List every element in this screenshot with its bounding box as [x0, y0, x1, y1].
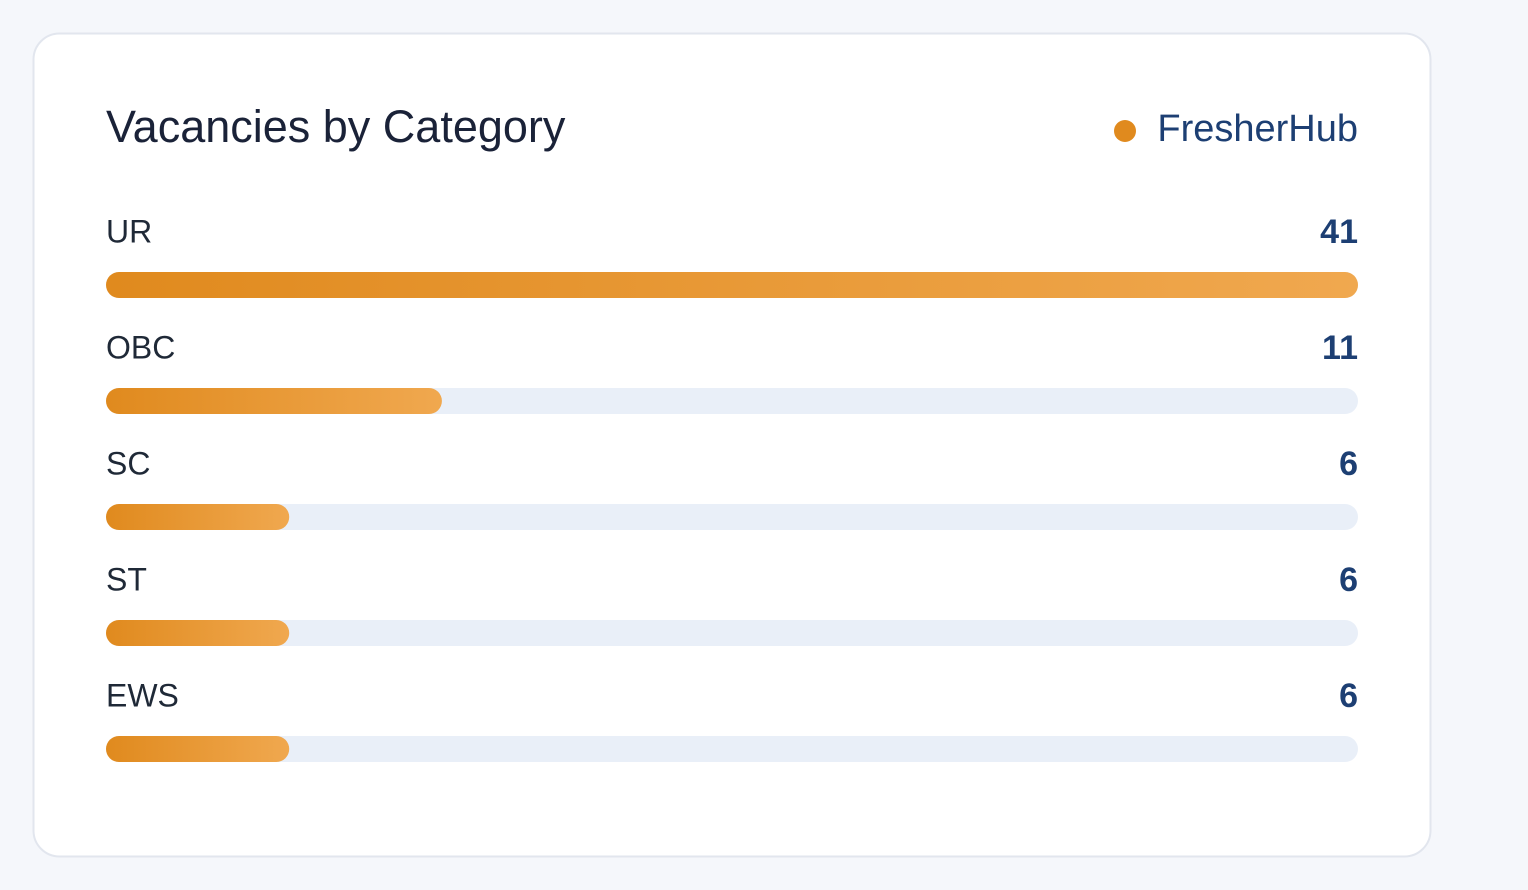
value-label: 6 [1339, 677, 1358, 715]
bar [106, 272, 1358, 298]
value-label: 6 [1339, 561, 1358, 599]
legend-label: FresherHub [1157, 108, 1358, 150]
bar [106, 620, 290, 646]
legend-marker [1114, 120, 1136, 142]
value-label: 41 [1320, 213, 1358, 251]
value-label: 6 [1339, 445, 1358, 483]
bar [106, 736, 290, 762]
category-label: ST [106, 561, 147, 597]
bar [106, 388, 442, 414]
bar-track [106, 736, 1358, 762]
value-label: 11 [1322, 329, 1358, 367]
bar [106, 504, 290, 530]
category-label: SC [106, 445, 150, 481]
category-label: EWS [106, 677, 179, 713]
bar-track [106, 504, 1358, 530]
bar-track [106, 620, 1358, 646]
card [32, 32, 1432, 858]
chart-title: Vacancies by Category [106, 101, 566, 152]
category-label: OBC [106, 329, 175, 365]
category-label: UR [106, 213, 152, 249]
